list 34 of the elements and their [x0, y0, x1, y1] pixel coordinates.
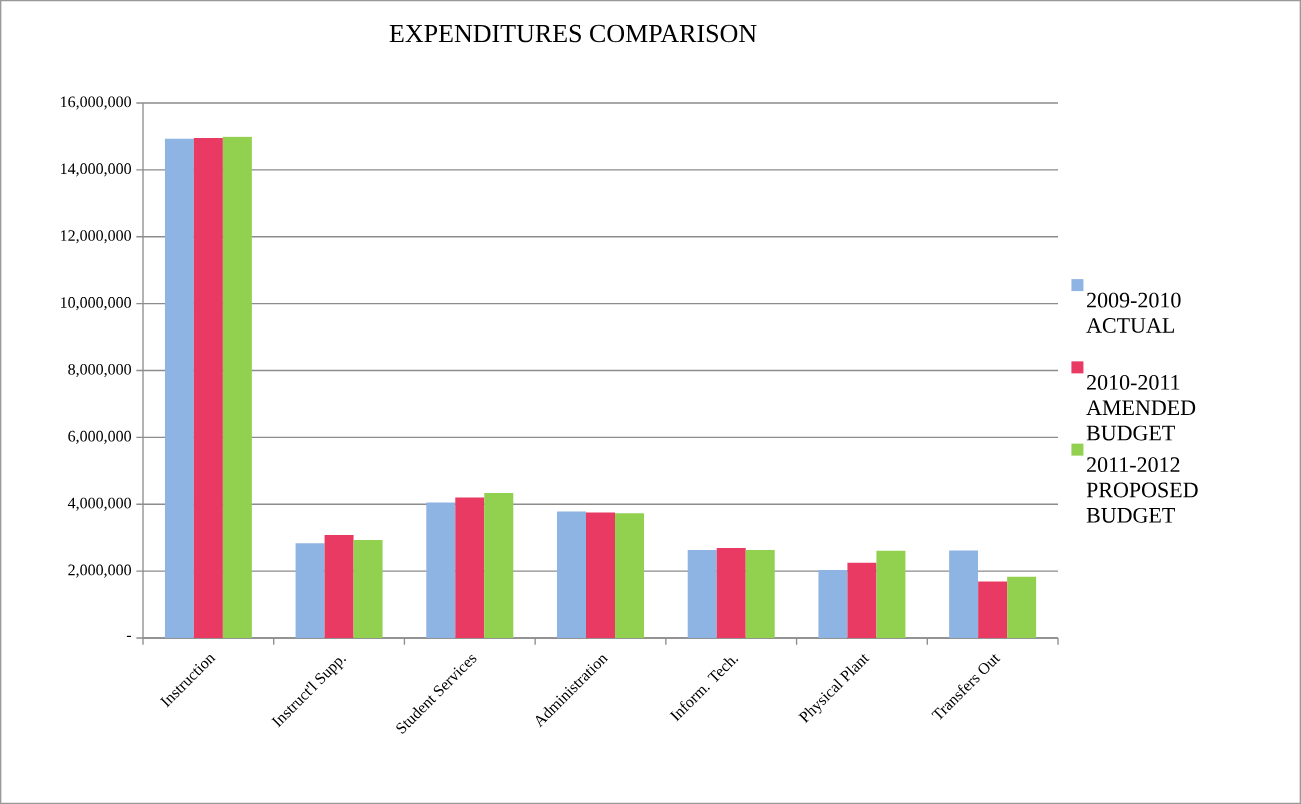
chart-title: EXPENDITURES COMPARISON [389, 24, 757, 43]
bar [295, 543, 325, 638]
legend-label: 2009-2010 ACTUAL [1086, 292, 1181, 333]
bar [164, 138, 194, 638]
bar [876, 550, 906, 638]
bar [222, 136, 252, 638]
bar [557, 511, 587, 638]
bar [847, 562, 877, 638]
legend-label: 2011-2012 PROPOSED BUDGET [1086, 457, 1198, 523]
bar [324, 535, 354, 638]
bar [426, 502, 456, 638]
bar [455, 497, 485, 638]
bar [484, 492, 514, 638]
y-tick-label: 8,000,000 [68, 363, 132, 378]
bar [1007, 576, 1037, 638]
y-tick-label: 10,000,000 [61, 297, 132, 311]
y-tick-label: 16,000,000 [61, 96, 132, 110]
bar [978, 581, 1008, 638]
y-tick-label: - [126, 635, 132, 638]
bar [193, 138, 223, 638]
bar [949, 550, 979, 638]
bar [716, 548, 746, 638]
y-tick-label: 2,000,000 [68, 564, 132, 578]
y-tick-label: 14,000,000 [61, 163, 132, 177]
bar [586, 512, 615, 638]
bar [687, 550, 717, 638]
bar [818, 570, 848, 638]
bar [353, 540, 383, 638]
bar [745, 550, 775, 638]
y-tick-label: 4,000,000 [67, 497, 132, 511]
bar [615, 513, 645, 638]
y-tick-label: 12,000,000 [61, 230, 132, 244]
y-tick-label: 6,000,000 [68, 430, 132, 444]
legend-label: 2010-2011 AMENDED BUDGET [1086, 374, 1196, 441]
